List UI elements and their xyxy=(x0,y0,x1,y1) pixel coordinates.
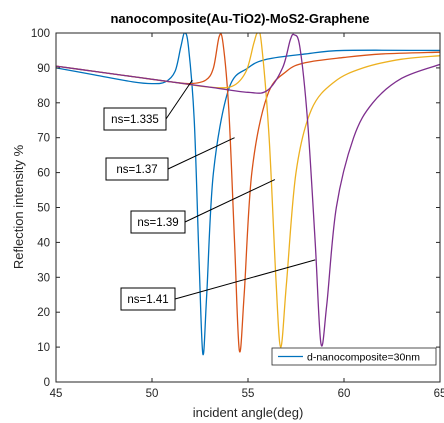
annotation-label: ns=1.37 xyxy=(116,164,157,176)
y-axis-label: Reflection intensity % xyxy=(11,144,26,269)
y-tick-label: 70 xyxy=(37,133,50,145)
y-tick-label: 40 xyxy=(37,237,50,249)
curves-layer xyxy=(56,33,440,356)
annotation-arrow xyxy=(174,259,316,300)
y-tick-label: 30 xyxy=(37,272,50,284)
x-tick-label: 45 xyxy=(50,388,63,400)
x-tick-label: 60 xyxy=(338,388,351,400)
x-axis-label: incident angle(deg) xyxy=(193,405,304,420)
annotation-arrow xyxy=(184,179,276,223)
y-tick-label: 80 xyxy=(37,98,50,110)
annotations-layer: ns=1.335 ns=1.37 ns=1.39 ns=1.41 xyxy=(103,79,316,311)
ticks-layer: 45 50 55 60 65 0 10 20 30 40 50 60 70 80 90 100 xyxy=(31,28,444,400)
annotation-label: ns=1.39 xyxy=(137,217,178,229)
x-tick-label: 50 xyxy=(146,388,159,400)
annotation-box xyxy=(120,287,176,311)
x-tick-label: 65 xyxy=(434,388,444,400)
y-tick-label: 100 xyxy=(31,28,50,40)
x-tick-label: 55 xyxy=(242,388,255,400)
y-tick-label: 0 xyxy=(44,377,50,389)
annotation-box xyxy=(105,157,169,181)
annotation-box xyxy=(130,210,186,234)
legend-label: d-nanocomposite=30nm xyxy=(307,352,420,364)
y-tick-label: 90 xyxy=(37,63,50,75)
annotation-box xyxy=(103,107,167,131)
y-tick-label: 20 xyxy=(37,307,50,319)
series-line-4 xyxy=(56,33,440,347)
chart-title: nanocomposite(Au-TiO2)-MoS2-Graphene xyxy=(110,11,369,26)
annotation-label: ns=1.335 xyxy=(111,114,159,126)
y-tick-label: 60 xyxy=(37,168,50,180)
y-tick-label: 50 xyxy=(37,203,50,215)
y-tick-label: 10 xyxy=(37,342,50,354)
legend-box xyxy=(271,347,437,366)
annotation-label: ns=1.41 xyxy=(127,294,168,306)
annotation-arrow xyxy=(165,79,193,120)
legend: d-nanocomposite=30nm xyxy=(271,347,437,366)
annotation-arrow xyxy=(167,137,235,170)
